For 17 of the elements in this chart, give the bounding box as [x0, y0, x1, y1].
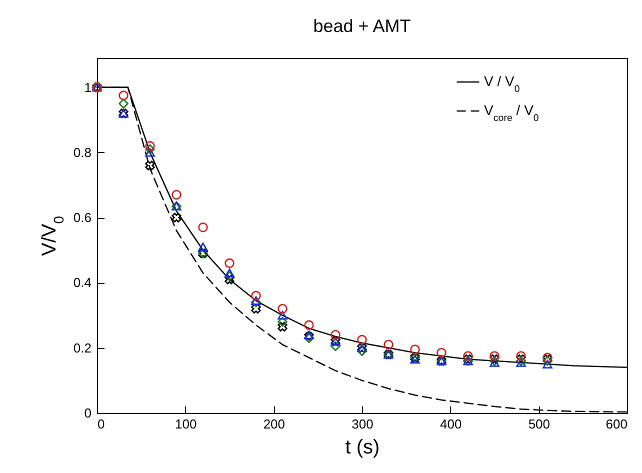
x-tick-label: 400: [440, 416, 462, 432]
x-tick-label: 200: [263, 416, 286, 432]
x-tick-label: 0: [98, 416, 105, 432]
chart-title: bead + AMT: [313, 16, 411, 36]
x-axis-title: t (s): [345, 436, 380, 458]
x-tick-label: 500: [528, 416, 550, 432]
legend-label: V / V$_{0}$: [484, 73, 520, 94]
y-tick-label: 0.4: [73, 275, 92, 290]
x-tick-label: 300: [352, 416, 374, 432]
x-tick-label: 600: [606, 416, 628, 432]
y-tick-label: 0.2: [73, 340, 92, 356]
y-tick-label: 1: [84, 80, 92, 95]
y-tick-label: 0: [84, 406, 92, 420]
legend-label: V$_{core}$ / V$_{0}$: [484, 102, 540, 124]
x-tick-label: 100: [174, 416, 197, 432]
y-tick-label: 0.8: [73, 144, 92, 160]
y-tick-label: 0.6: [73, 210, 92, 226]
